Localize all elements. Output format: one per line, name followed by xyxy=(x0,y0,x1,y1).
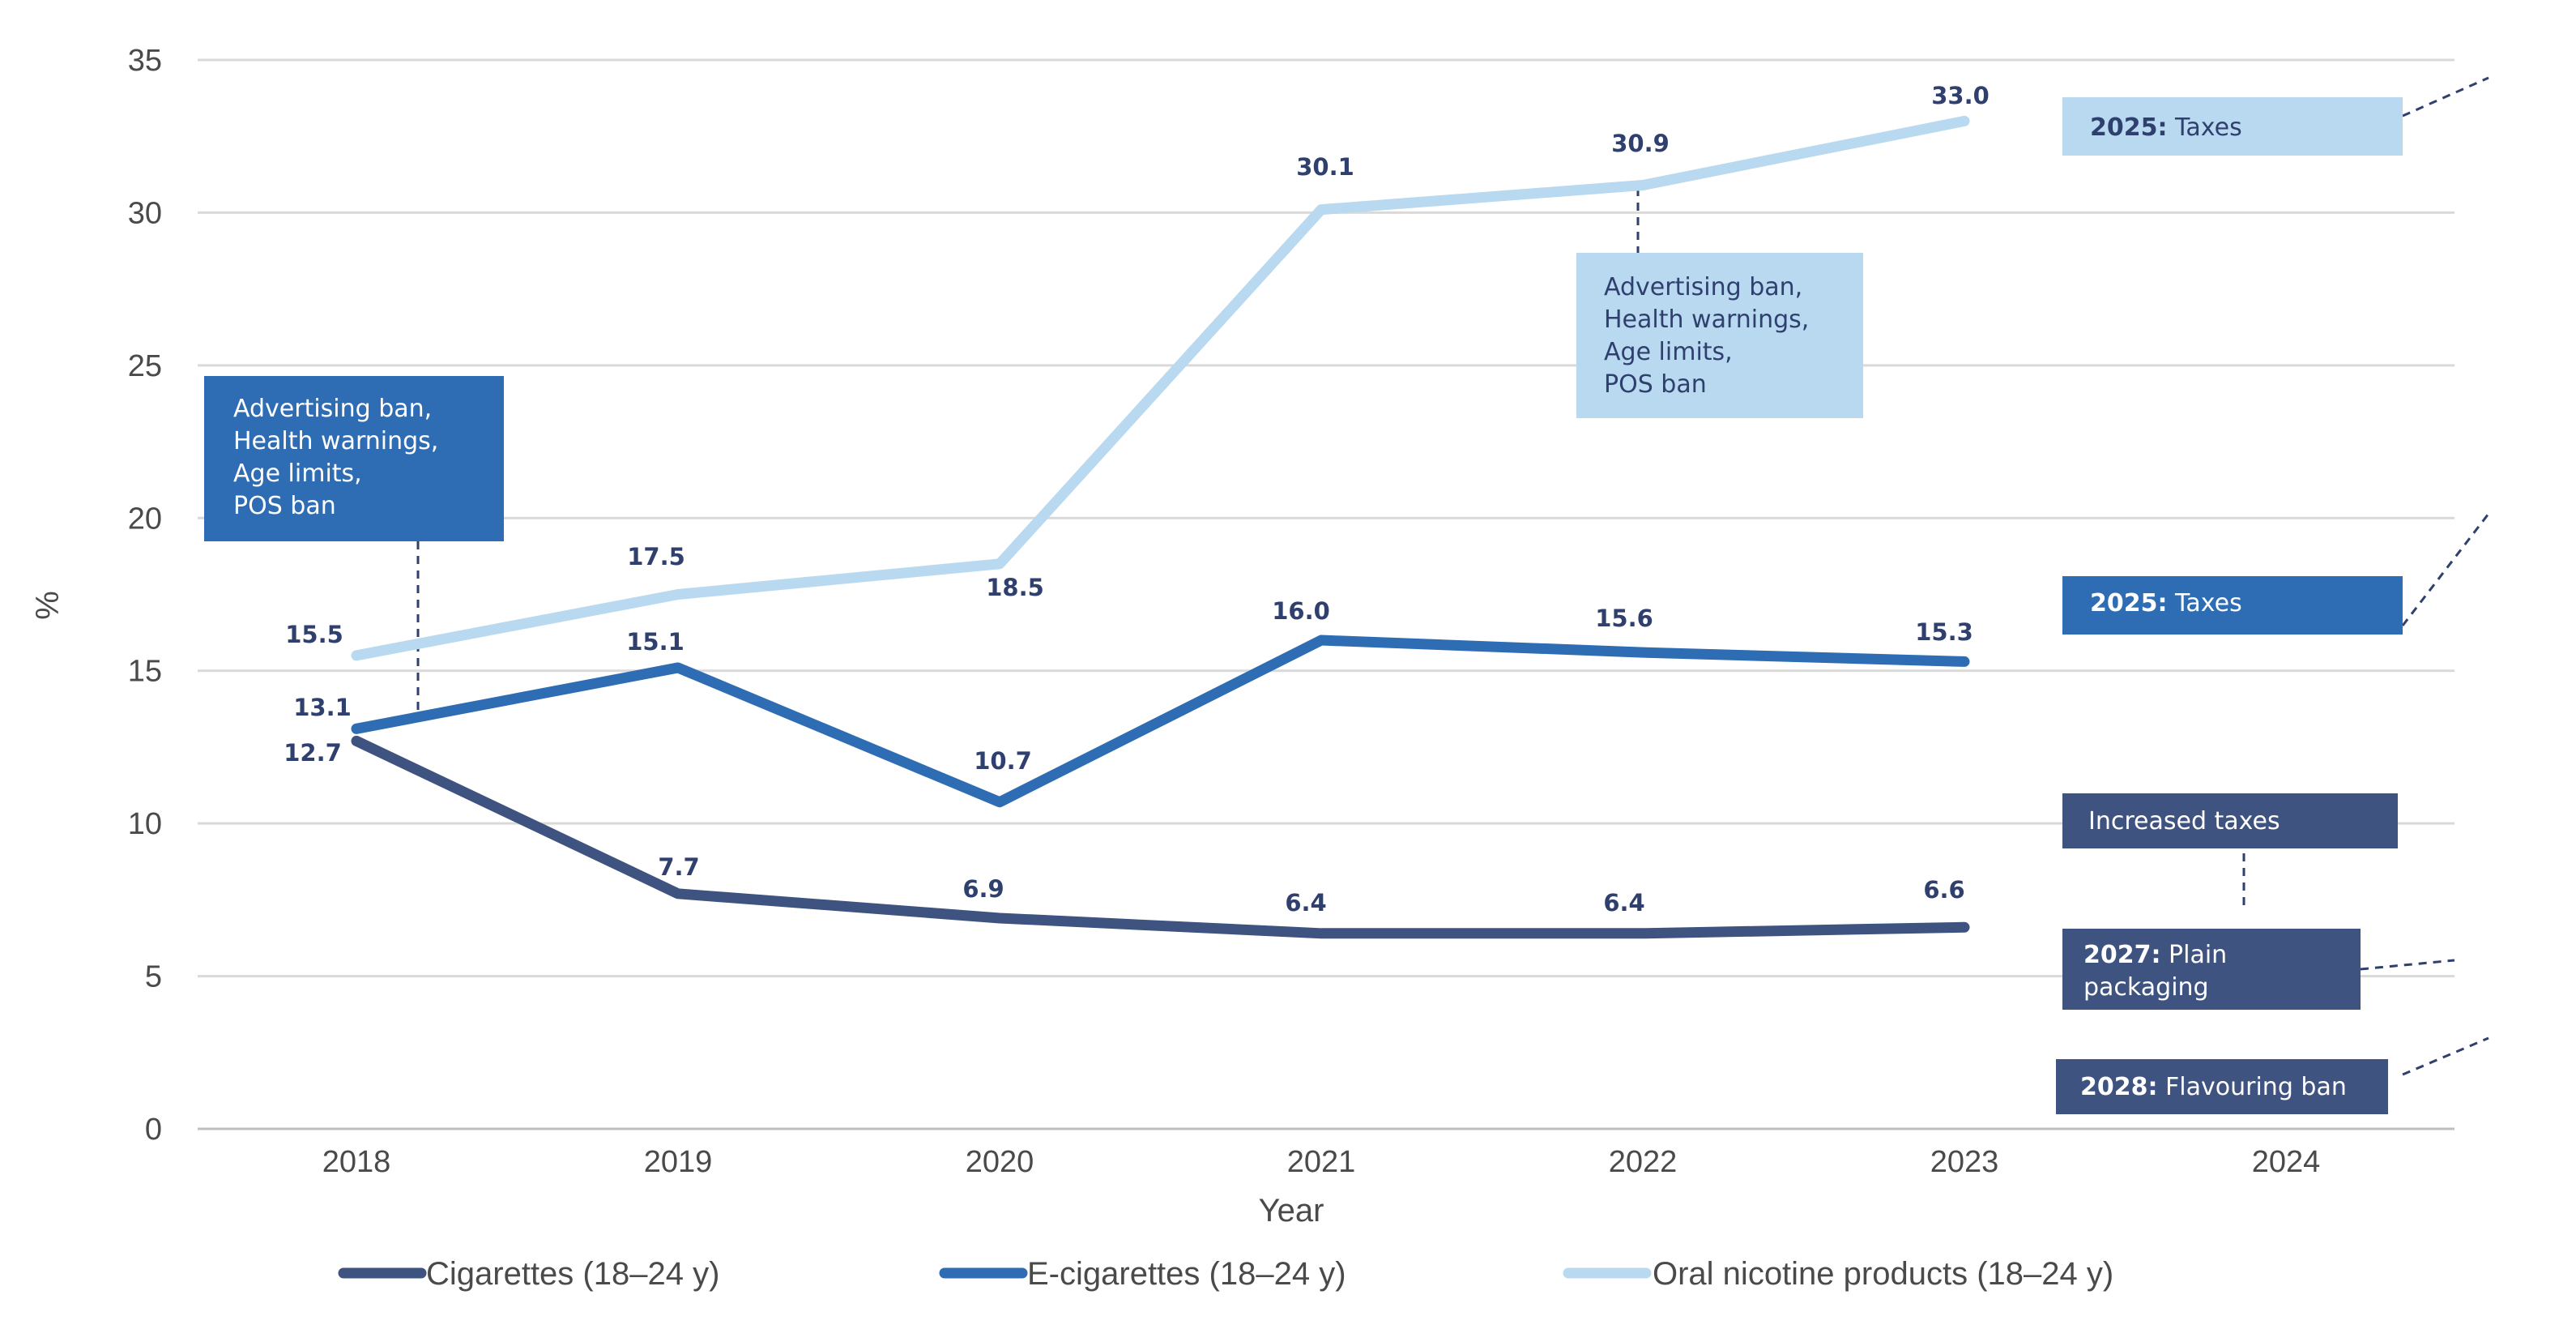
data-label: 15.5 xyxy=(285,621,343,648)
annotation-cig-2028-bold: 2028: xyxy=(2080,1073,2158,1101)
data-label: 6.6 xyxy=(1923,876,1964,904)
annotation-box-cig-2027 xyxy=(2062,929,2361,1010)
x-tick-label: 2019 xyxy=(644,1145,713,1179)
data-point xyxy=(1961,924,1968,931)
x-tick-label: 2022 xyxy=(1609,1145,1678,1179)
data-point xyxy=(1318,637,1324,644)
annotation-oral-2022-line: Advertising ban, xyxy=(1604,273,1802,301)
data-point xyxy=(353,737,360,745)
data-label: 6.4 xyxy=(1285,889,1326,917)
data-label: 17.5 xyxy=(627,543,685,570)
data-point xyxy=(1318,929,1324,937)
x-tick-label: 2018 xyxy=(322,1145,391,1179)
data-label: 13.1 xyxy=(293,694,352,721)
annotation-box-oral-2025 xyxy=(2062,97,2403,156)
data-point xyxy=(1640,182,1646,189)
y-tick-label: 35 xyxy=(128,44,162,78)
data-label: 7.7 xyxy=(658,853,699,881)
annotation-ecig-2018-line: Health warnings, xyxy=(233,427,438,455)
y-tick-label: 0 xyxy=(145,1113,162,1147)
annotation-ecig-2018-line: Advertising ban, xyxy=(233,395,432,423)
y-tick-label: 30 xyxy=(128,196,162,230)
data-point xyxy=(1318,206,1324,213)
annotation-oral-2025-bold: 2025: xyxy=(2090,113,2168,142)
annotation-cig-increased: Increased taxes xyxy=(2088,807,2280,835)
annotation-ecig-2025: 2025: Taxes xyxy=(2090,589,2242,617)
data-point xyxy=(675,591,681,598)
annotation-box-cig-increased xyxy=(2062,793,2398,848)
annotation-box-ecig-2025 xyxy=(2062,576,2403,635)
annotation-cig-2028: 2028: Flavouring ban xyxy=(2080,1073,2347,1101)
data-label: 33.0 xyxy=(1931,82,1990,109)
data-label: 15.1 xyxy=(626,628,685,656)
data-point xyxy=(996,798,1003,806)
annotation-cig-2028-rest: Flavouring ban xyxy=(2158,1073,2347,1101)
data-point xyxy=(353,652,360,659)
data-point xyxy=(1961,118,1968,125)
series-line xyxy=(351,735,1970,939)
annotation-box-cig-2028 xyxy=(2056,1059,2388,1114)
y-tick-label: 5 xyxy=(145,960,162,994)
annotation-oral-2022-line: Age limits, xyxy=(1604,338,1733,366)
y-axis-title: % xyxy=(30,591,66,620)
legend-label: Oral nicotine products (18–24 y) xyxy=(1653,1256,2113,1292)
y-tick-label: 10 xyxy=(128,807,162,841)
annotation-oral-2025: 2025: Taxes xyxy=(2090,113,2242,142)
annotation-ecig-2025-bold: 2025: xyxy=(2090,589,2168,617)
connector-ecig-2025 xyxy=(2401,513,2490,626)
data-label: 15.6 xyxy=(1595,605,1653,632)
data-point xyxy=(996,560,1003,567)
data-label: 6.9 xyxy=(962,875,1004,903)
data-label: 15.3 xyxy=(1915,618,1973,646)
connector-cig-2027 xyxy=(2360,959,2455,971)
annotation-oral-2022-line: Health warnings, xyxy=(1604,306,1809,334)
data-point xyxy=(1961,658,1968,665)
data-point xyxy=(996,914,1003,921)
y-tick-label: 20 xyxy=(128,502,162,536)
data-label: 30.9 xyxy=(1611,130,1670,157)
annotation-box-ecig-2018 xyxy=(204,376,504,541)
y-tick-label: 25 xyxy=(128,349,162,383)
x-tick-label: 2024 xyxy=(2252,1145,2321,1179)
data-point xyxy=(1640,929,1646,937)
legend-label: E-cigarettes (18–24 y) xyxy=(1027,1256,1346,1292)
series-line xyxy=(351,635,1970,808)
annotation-oral-2022-line: POS ban xyxy=(1604,370,1707,399)
annotation-cig-2027: 2027: Plain xyxy=(2083,941,2227,969)
x-tick-label: 2020 xyxy=(966,1145,1034,1179)
annotation-cig-2027-bold: 2027: xyxy=(2083,941,2161,969)
connector-oral-2025 xyxy=(2402,76,2489,118)
x-tick-label: 2021 xyxy=(1287,1145,1356,1179)
data-label: 6.4 xyxy=(1603,889,1644,917)
connector-cig-2028 xyxy=(2402,1036,2489,1076)
y-tick-label: 15 xyxy=(128,655,162,689)
data-label: 10.7 xyxy=(974,747,1032,775)
annotation-box-oral-2022 xyxy=(1576,253,1863,418)
data-label: 16.0 xyxy=(1272,597,1330,625)
data-point xyxy=(353,725,360,733)
annotation-ecig-2018-line: Age limits, xyxy=(233,459,362,488)
x-tick-label: 2023 xyxy=(1930,1145,1999,1179)
data-point xyxy=(675,664,681,671)
annotation-ecig-2025-rest: Taxes xyxy=(2168,589,2242,617)
data-label: 30.1 xyxy=(1296,153,1354,181)
series-line xyxy=(351,115,1970,661)
annotation-cig-2027-line2: packaging xyxy=(2083,973,2209,1002)
x-axis-title: Year xyxy=(1259,1193,1324,1229)
data-label: 18.5 xyxy=(986,574,1044,601)
annotation-oral-2025-rest: Taxes xyxy=(2168,113,2242,142)
data-point xyxy=(1640,649,1646,656)
legend-label: Cigarettes (18–24 y) xyxy=(426,1256,719,1292)
data-label: 12.7 xyxy=(284,739,342,767)
data-point xyxy=(675,890,681,897)
annotation-ecig-2018-line: POS ban xyxy=(233,492,336,520)
annotation-cig-2027-rest: Plain xyxy=(2161,941,2228,969)
